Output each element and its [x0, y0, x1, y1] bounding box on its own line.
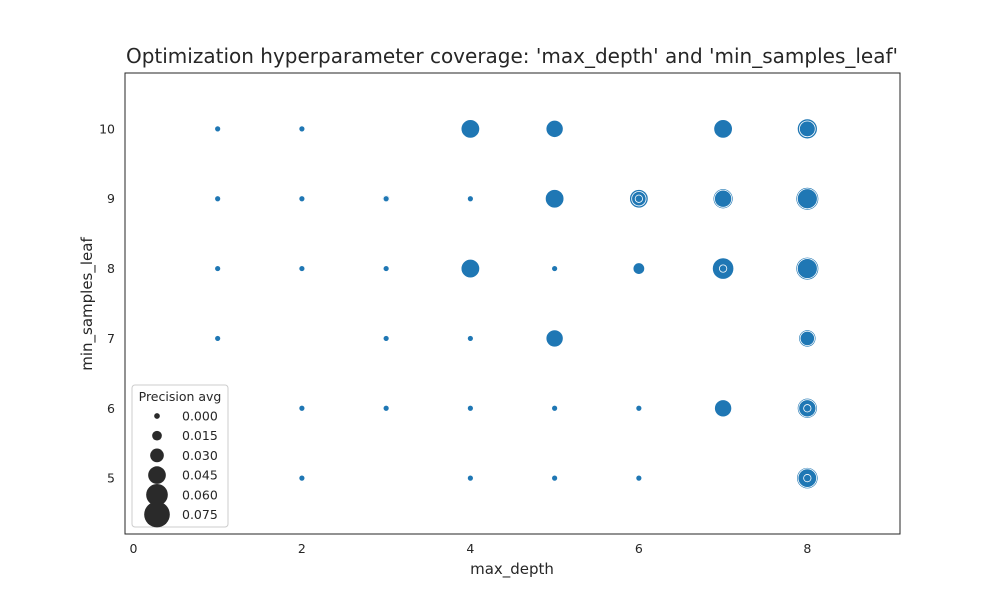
data-point	[545, 119, 564, 138]
data-point	[796, 258, 818, 279]
x-tick-label: 2	[298, 541, 306, 556]
y-axis-label: min_samples_leaf	[78, 237, 97, 371]
points-layer	[214, 118, 820, 490]
data-point	[298, 195, 306, 203]
legend-label: 0.060	[182, 487, 218, 502]
data-point	[713, 119, 733, 139]
data-point	[803, 404, 812, 413]
data-point	[298, 265, 306, 272]
x-tick-label: 0	[129, 541, 137, 556]
data-point	[460, 119, 481, 139]
y-tick-labels: 5 6 7 8 9 10	[99, 121, 115, 485]
data-point	[466, 335, 474, 342]
data-point	[214, 265, 222, 272]
x-tick-label: 8	[803, 541, 811, 556]
legend-label: 0.045	[182, 468, 218, 483]
plot-area-frame	[124, 72, 901, 535]
legend-marker	[144, 501, 170, 528]
legend-label: 0.015	[182, 428, 218, 443]
chart-title: Optimization hyperparameter coverage: 'm…	[126, 44, 898, 68]
y-tick-label: 9	[107, 191, 115, 206]
data-point	[214, 335, 222, 342]
y-tick-label: 8	[107, 261, 115, 276]
x-tick-label: 4	[466, 541, 474, 556]
data-point	[214, 195, 222, 203]
x-tick-label: 6	[635, 541, 643, 556]
data-point	[298, 404, 306, 412]
data-point	[382, 195, 390, 203]
data-point	[551, 404, 559, 412]
data-point	[796, 188, 818, 210]
legend-title: Precision avg	[139, 389, 222, 404]
data-point	[544, 189, 565, 209]
data-point	[799, 330, 815, 347]
legend-marker	[148, 466, 166, 484]
data-point	[382, 335, 390, 342]
legend-label: 0.030	[182, 448, 218, 463]
y-tick-label: 5	[107, 471, 115, 486]
legend: Precision avg 0.0000.0150.0300.0450.0600…	[131, 384, 229, 528]
legend-marker	[150, 448, 164, 463]
legend-marker	[146, 483, 168, 506]
y-tick-label: 6	[107, 401, 115, 416]
data-point	[460, 258, 481, 279]
data-point	[714, 399, 733, 418]
x-tick-labels: 0 2 4 6 8	[129, 541, 811, 556]
data-point	[718, 264, 728, 273]
data-point	[545, 329, 564, 348]
legend-label: 0.075	[182, 507, 218, 522]
data-point	[635, 404, 643, 412]
legend-label: 0.000	[182, 409, 218, 424]
data-point	[803, 474, 812, 483]
x-axis-label: max_depth	[470, 560, 554, 579]
data-point	[551, 474, 559, 482]
data-point	[382, 265, 390, 272]
data-point	[635, 474, 643, 482]
y-tick-label: 7	[107, 331, 115, 346]
data-point	[551, 265, 559, 272]
data-point	[298, 125, 306, 133]
y-tick-label: 10	[99, 121, 115, 136]
data-point	[298, 474, 306, 482]
data-point	[214, 125, 222, 133]
data-point	[799, 120, 816, 138]
data-point	[466, 195, 474, 203]
data-point	[382, 404, 390, 412]
data-point	[632, 262, 646, 275]
data-point	[466, 474, 474, 482]
legend-marker	[152, 430, 162, 441]
data-point	[466, 404, 474, 412]
legend-entries: 0.000 0.015 0.030 0.045 0.060 0.075	[144, 409, 218, 528]
data-point	[634, 194, 643, 203]
data-point	[714, 189, 733, 208]
legend-marker	[154, 413, 160, 419]
